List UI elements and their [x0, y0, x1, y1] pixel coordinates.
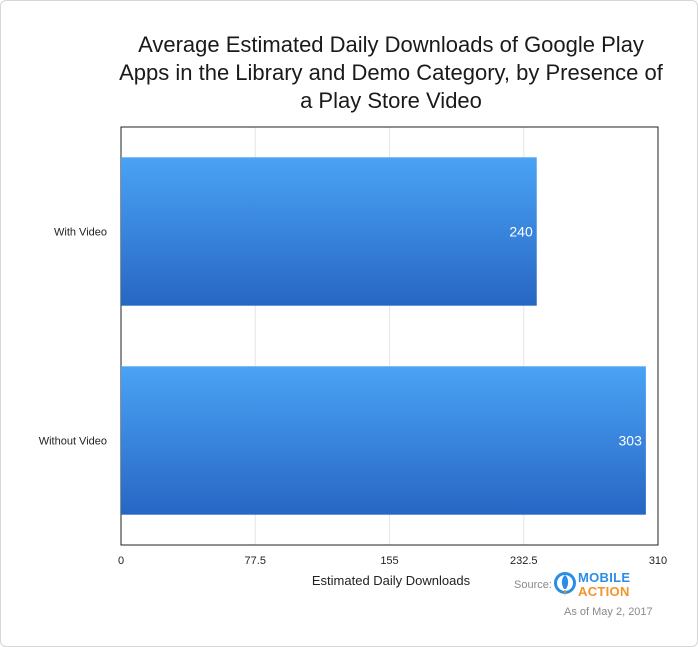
bar — [121, 157, 537, 306]
x-axis-title: Estimated Daily Downloads — [311, 573, 471, 588]
plot-area — [120, 126, 659, 546]
bar — [121, 366, 646, 515]
as-of-date: As of May 2, 2017 — [564, 606, 653, 618]
logo-line-1: MOBILE — [578, 570, 631, 585]
y-category-label: With Video — [54, 227, 107, 239]
logo-line-2: ACTION — [578, 584, 630, 599]
rocket-icon — [554, 572, 576, 597]
y-category-label: Without Video — [39, 436, 107, 448]
x-tick-label: 232.5 — [510, 555, 538, 567]
chart-title: Average Estimated Daily Downloads of Goo… — [119, 32, 663, 113]
bar-value-label: 303 — [619, 433, 643, 449]
mobile-action-logo: MOBILE ACTION — [554, 569, 664, 601]
x-tick-label: 0 — [118, 555, 124, 567]
x-tick-label: 155 — [380, 555, 398, 567]
source-label: Source: — [514, 579, 552, 591]
x-tick-label: 310 — [649, 555, 667, 567]
bar-value-label: 240 — [509, 224, 533, 240]
x-tick-label: 77.5 — [245, 555, 266, 567]
